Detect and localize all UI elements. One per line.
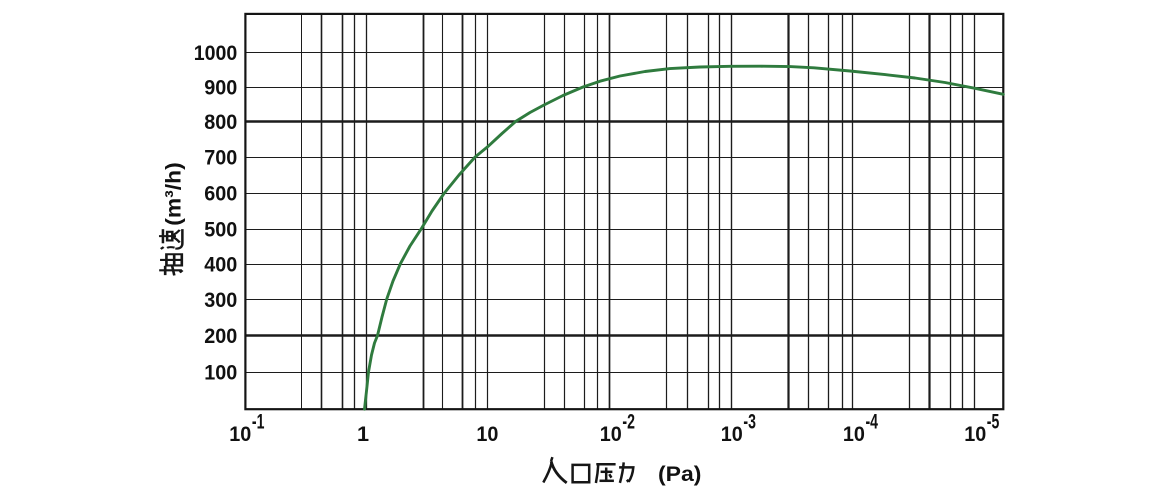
svg-text:(m³/h): (m³/h) <box>161 162 186 226</box>
svg-text:-5: -5 <box>987 409 1000 434</box>
svg-text:10: 10 <box>843 421 865 446</box>
svg-text:-1: -1 <box>252 409 265 434</box>
svg-text:10: 10 <box>229 421 251 446</box>
svg-text:600: 600 <box>204 181 237 206</box>
svg-text:1: 1 <box>357 421 369 446</box>
svg-text:700: 700 <box>204 145 237 170</box>
svg-text:100: 100 <box>204 360 237 385</box>
svg-text:500: 500 <box>204 217 237 242</box>
svg-text:10: 10 <box>721 421 743 446</box>
svg-text:400: 400 <box>204 252 237 277</box>
svg-text:300: 300 <box>204 287 237 312</box>
svg-text:800: 800 <box>204 109 237 134</box>
svg-text:-4: -4 <box>866 409 879 434</box>
svg-text:200: 200 <box>204 323 237 348</box>
svg-text:1000: 1000 <box>194 40 238 65</box>
svg-text:10: 10 <box>476 421 498 446</box>
svg-text:-3: -3 <box>743 409 756 434</box>
svg-text:900: 900 <box>204 75 237 100</box>
svg-text:-2: -2 <box>622 409 635 434</box>
svg-text:10: 10 <box>600 421 622 446</box>
svg-text:10: 10 <box>964 421 986 446</box>
svg-text:(Pa): (Pa) <box>658 461 701 486</box>
